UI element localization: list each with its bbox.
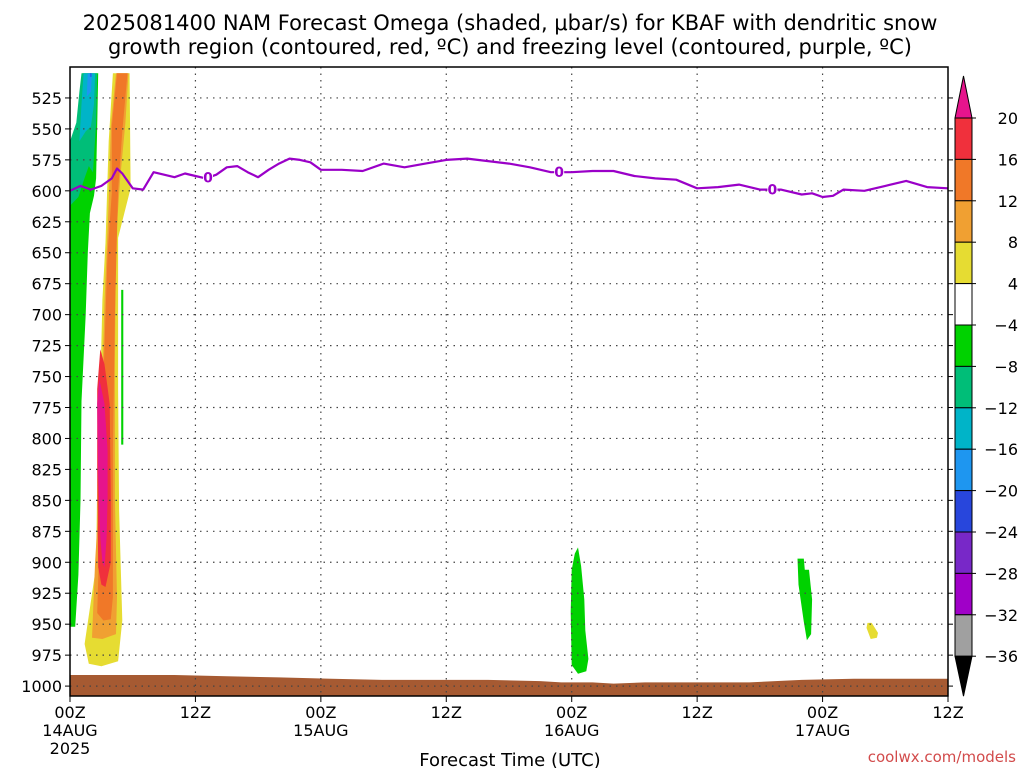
y-tick-label: 925 bbox=[31, 584, 62, 603]
omega-region bbox=[866, 622, 878, 639]
colorbar-bin bbox=[954, 365, 973, 409]
colorbar-tick-label: −28 bbox=[984, 564, 1018, 583]
x-axis-title: Forecast Time (UTC) bbox=[419, 750, 600, 768]
x-tick-date: 16AUG bbox=[544, 721, 599, 740]
plot-frame bbox=[69, 66, 949, 697]
colorbar-tick-label: −4 bbox=[994, 316, 1018, 335]
colorbar-tick-label: −32 bbox=[984, 606, 1018, 625]
colorbar-tick-label: −12 bbox=[984, 399, 1018, 418]
colorbar-tick-label: 12 bbox=[998, 192, 1018, 211]
colorbar-tick-label: −16 bbox=[984, 440, 1018, 459]
y-tick-label: 600 bbox=[31, 182, 62, 201]
x-tick-year: 2025 bbox=[50, 739, 91, 758]
title-line-2: growth region (contoured, red, ºC) and f… bbox=[108, 35, 912, 59]
x-tick-label: 00Z bbox=[305, 703, 336, 722]
y-tick-label: 625 bbox=[31, 213, 62, 232]
y-tick-label: 875 bbox=[31, 522, 62, 541]
y-axis: 525 550 575 600 625 650 675 700 725 750 775 800 825 8… bbox=[21, 89, 953, 696]
freezing-level-line bbox=[70, 157, 948, 199]
colorbar: 20 16 12 8 4 −4 −8 −12 −16 −20 −24 −28 −32 −36 bbox=[954, 75, 1018, 697]
y-tick-label: 775 bbox=[31, 399, 62, 418]
y-tick-label: 575 bbox=[31, 151, 62, 170]
freezing-level-label-bg bbox=[554, 164, 565, 181]
omega-region bbox=[90, 73, 92, 77]
y-tick-label: 900 bbox=[31, 553, 62, 572]
y-tick-label: 650 bbox=[31, 244, 62, 263]
colorbar-bin bbox=[954, 324, 973, 367]
colorbar-bin bbox=[954, 117, 973, 160]
colorbar-bin bbox=[954, 241, 973, 285]
y-tick-label: 525 bbox=[31, 89, 62, 108]
x-tick-date: 17AUG bbox=[795, 721, 850, 740]
x-tick-label: 00Z bbox=[556, 703, 587, 722]
y-tick-label: 725 bbox=[31, 337, 62, 356]
y-tick-label: 700 bbox=[31, 306, 62, 325]
colorbar-bin bbox=[954, 283, 973, 326]
colorbar-tick-label: −36 bbox=[984, 647, 1018, 666]
y-tick-label: 1000 bbox=[21, 677, 62, 696]
omega-shading bbox=[70, 73, 878, 674]
y-tick-label: 800 bbox=[31, 429, 62, 448]
y-tick-label: 825 bbox=[31, 460, 62, 479]
colorbar-tick-label: −20 bbox=[984, 482, 1018, 501]
colorbar-bin bbox=[954, 158, 973, 202]
omega-region bbox=[86, 73, 92, 97]
colorbar-tick-label: 16 bbox=[998, 150, 1018, 169]
y-tick-label: 950 bbox=[31, 615, 62, 634]
plot-background bbox=[70, 67, 948, 696]
freezing-level-label: 0 bbox=[203, 171, 213, 187]
y-tick-label: 975 bbox=[31, 646, 62, 665]
watermark: coolwx.com/models bbox=[868, 748, 1016, 766]
x-tick-label: 00Z bbox=[807, 703, 838, 722]
terrain-fill bbox=[70, 675, 948, 696]
colorbar-bin bbox=[954, 572, 973, 616]
y-tick-label: 550 bbox=[31, 120, 62, 139]
omega-region bbox=[121, 289, 124, 445]
colorbar-bottom-arrow bbox=[954, 655, 973, 697]
omega-region bbox=[70, 73, 99, 627]
y-tick-label: 850 bbox=[31, 491, 62, 510]
colorbar-tick-label: 20 bbox=[998, 109, 1018, 128]
colorbar-tick-label: 4 bbox=[1008, 275, 1018, 294]
freezing-level-label-bg bbox=[202, 169, 213, 186]
x-tick-label: 00Z bbox=[54, 703, 85, 722]
x-tick-label: 12Z bbox=[431, 703, 462, 722]
x-tick-label: 12Z bbox=[180, 703, 211, 722]
freezing-level: 0 0 0 bbox=[70, 157, 948, 199]
colorbar-bin bbox=[954, 490, 973, 533]
colorbar-bin bbox=[954, 531, 973, 574]
x-tick-date: 15AUG bbox=[293, 721, 348, 740]
freezing-level-label: 0 bbox=[554, 165, 564, 181]
terrain-layer bbox=[70, 675, 948, 696]
y-tick-label: 675 bbox=[31, 275, 62, 294]
omega-region bbox=[97, 379, 108, 568]
freezing-level-label: 0 bbox=[768, 183, 778, 199]
colorbar-tick-label: −8 bbox=[994, 357, 1018, 376]
omega-region bbox=[79, 73, 96, 142]
x-tick-label: 12Z bbox=[932, 703, 963, 722]
colorbar-bin bbox=[954, 407, 973, 450]
colorbar-tick-label: −24 bbox=[984, 523, 1018, 542]
y-tick-label: 750 bbox=[31, 368, 62, 387]
omega-region bbox=[797, 558, 813, 641]
omega-region bbox=[570, 547, 589, 674]
title-line-1: 2025081400 NAM Forecast Omega (shaded, μ… bbox=[83, 11, 938, 35]
colorbar-tick-label: 8 bbox=[1008, 233, 1018, 252]
colorbar-bin bbox=[954, 200, 973, 243]
x-tick-label: 12Z bbox=[681, 703, 712, 722]
colorbar-bin bbox=[954, 614, 973, 657]
freezing-level-label-bg bbox=[767, 181, 778, 198]
colorbar-bin bbox=[954, 448, 973, 492]
x-tick-date: 14AUG bbox=[42, 721, 97, 740]
colorbar-top-arrow bbox=[954, 75, 973, 119]
